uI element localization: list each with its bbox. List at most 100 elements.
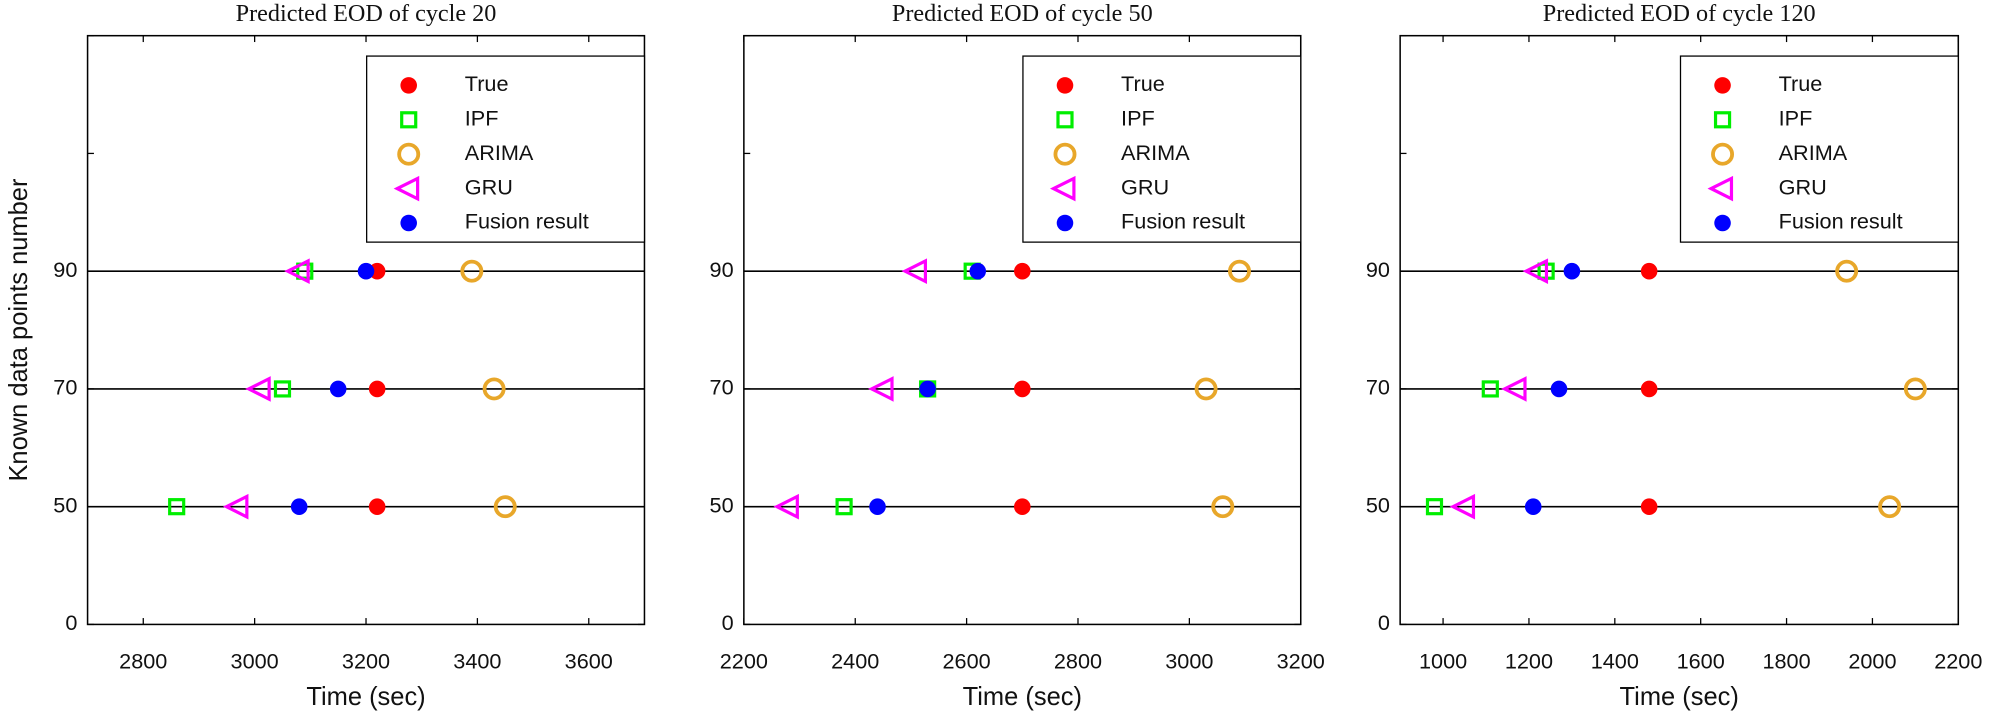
- marker-circle: [1835, 259, 1859, 283]
- x-tick-label: 2200: [1934, 648, 1982, 673]
- y-tick-label: 70: [1366, 375, 1390, 400]
- x-tick-label: 3000: [231, 648, 279, 673]
- y-tick-label: 90: [53, 257, 77, 282]
- marker-circle: [1053, 142, 1077, 166]
- marker-dot: [1714, 214, 1731, 232]
- marker-circle: [1711, 142, 1735, 166]
- y-tick-label: 50: [1366, 492, 1390, 517]
- x-tick-label: 3600: [565, 648, 613, 673]
- legend-label: Fusion result: [1779, 209, 1903, 234]
- marker-square: [835, 498, 853, 516]
- marker-triangle: [1501, 376, 1527, 402]
- x-tick-label: 3400: [453, 648, 501, 673]
- x-tick-label: 1800: [1762, 648, 1810, 673]
- marker-circle: [1194, 377, 1218, 401]
- x-tick-label: 3200: [342, 648, 390, 673]
- marker-square: [1056, 111, 1074, 129]
- x-tick-label: 2000: [1848, 648, 1896, 673]
- marker-dot: [368, 498, 386, 515]
- marker-dot: [1056, 214, 1074, 232]
- legend-label: ARIMA: [465, 140, 534, 165]
- plot-frame: [743, 34, 1302, 626]
- marker-circle: [482, 377, 506, 401]
- x-tick-label: 2600: [943, 648, 991, 673]
- y-tick-label: 0: [1378, 610, 1390, 635]
- marker-dot: [357, 262, 375, 280]
- marker-triangle: [1449, 493, 1476, 520]
- x-axis-label: Time (sec): [306, 683, 425, 711]
- marker-triangle: [1049, 175, 1076, 202]
- x-tick-label: 1400: [1591, 648, 1639, 673]
- marker-triangle: [222, 493, 249, 520]
- legend-label: IPF: [1121, 106, 1155, 131]
- x-axis-label: Time (sec): [1620, 683, 1739, 711]
- marker-triangle: [393, 175, 420, 202]
- marker-square: [1713, 111, 1732, 129]
- x-tick-label: 2800: [1054, 648, 1102, 673]
- marker-dot: [1714, 77, 1731, 94]
- legend-label: GRU: [465, 174, 513, 199]
- marker-circle: [1211, 495, 1235, 519]
- marker-dot: [329, 380, 347, 398]
- x-tick-label: 1200: [1505, 648, 1553, 673]
- plot-frame: [1399, 34, 1960, 626]
- marker-dot: [1640, 262, 1658, 280]
- y-tick-label: 50: [710, 492, 734, 517]
- marker-dot: [1524, 498, 1542, 515]
- marker-circle: [493, 495, 517, 519]
- x-tick-label: 1600: [1677, 648, 1725, 673]
- marker-dot: [969, 262, 987, 280]
- y-tick-label: 90: [710, 257, 734, 282]
- marker-triangle: [1522, 258, 1549, 284]
- marker-dot: [1640, 498, 1658, 515]
- marker-dot: [1014, 498, 1031, 515]
- marker-circle: [1878, 495, 1902, 519]
- legend-label: ARIMA: [1779, 140, 1848, 165]
- marker-dot: [1014, 380, 1031, 398]
- x-tick-label: 2200: [720, 648, 768, 673]
- marker-dot: [869, 498, 886, 515]
- marker-dot: [1550, 380, 1568, 398]
- marker-dot: [400, 214, 417, 232]
- marker-circle: [1903, 377, 1927, 401]
- marker-circle: [1228, 259, 1251, 283]
- legend-label: GRU: [1779, 174, 1827, 199]
- legend-label: Fusion result: [465, 209, 589, 234]
- marker-dot: [919, 380, 936, 398]
- marker-triangle: [1707, 175, 1734, 202]
- legend-label: IPF: [1779, 106, 1813, 131]
- y-tick-label: 0: [722, 610, 734, 635]
- y-tick-label: 70: [710, 375, 734, 400]
- y-tick-label: 70: [53, 375, 77, 400]
- chart-title: Predicted EOD of cycle 50: [892, 0, 1153, 27]
- marker-triangle: [868, 376, 894, 402]
- x-tick-label: 3200: [1277, 648, 1325, 673]
- marker-square: [273, 380, 292, 398]
- marker-circle: [460, 259, 484, 283]
- legend-label: GRU: [1121, 174, 1169, 199]
- marker-triangle: [773, 493, 799, 520]
- marker-dot: [1014, 262, 1031, 280]
- legend-label: True: [1779, 71, 1823, 96]
- legend-label: IPF: [465, 106, 499, 131]
- legend-label: ARIMA: [1121, 140, 1190, 165]
- legend-label: True: [465, 71, 509, 96]
- plot-frame: [86, 34, 646, 626]
- marker-circle: [397, 142, 421, 166]
- marker-triangle: [901, 258, 928, 284]
- legend-label: Fusion result: [1121, 209, 1245, 234]
- x-tick-label: 3000: [1165, 648, 1213, 673]
- y-tick-label: 90: [1366, 257, 1390, 282]
- x-tick-label: 2400: [831, 648, 879, 673]
- marker-square: [168, 498, 186, 516]
- y-axis-label: Known data points number: [5, 178, 33, 482]
- marker-dot: [1056, 77, 1074, 94]
- chart-title: Predicted EOD of cycle 120: [1543, 0, 1816, 27]
- marker-dot: [1640, 380, 1658, 398]
- marker-square: [1481, 380, 1499, 398]
- y-tick-label: 50: [53, 492, 77, 517]
- marker-square: [1425, 498, 1444, 516]
- marker-triangle: [245, 376, 271, 402]
- marker-dot: [368, 380, 386, 398]
